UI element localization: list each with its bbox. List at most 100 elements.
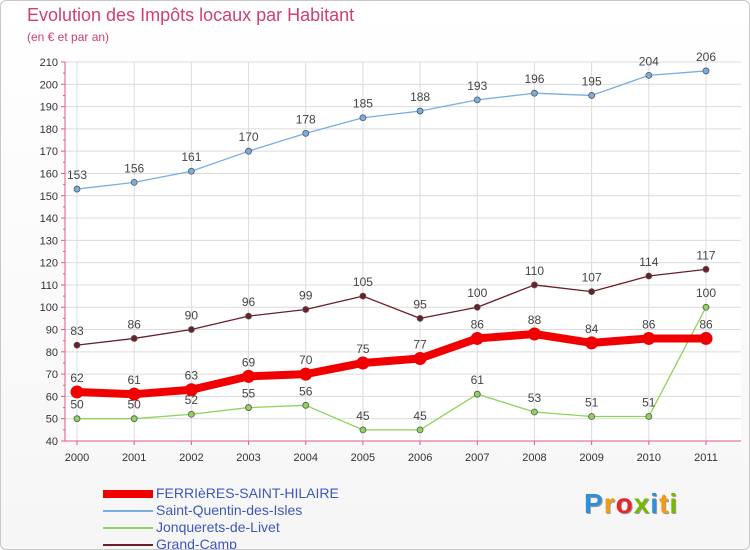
legend-label: FERRIèRES-SAINT-HILAIRE (156, 485, 339, 501)
data-point-ferrieres-saint-hilaire (527, 327, 541, 341)
data-point-ferrieres-saint-hilaire (184, 383, 198, 397)
data-point-saint-quentin-des-isles (302, 129, 310, 137)
x-tick-label: 2010 (637, 452, 661, 464)
data-label-saint-quentin-des-isles: 188 (410, 90, 430, 104)
x-tick-label: 2000 (65, 452, 89, 464)
data-label-jonquerets-de-livet: 50 (70, 398, 84, 412)
legend-label: Saint-Quentin-des-Isles (156, 502, 303, 518)
plot-area (65, 62, 741, 441)
brand-letter: x (633, 488, 651, 519)
x-tick-label: 2005 (351, 452, 375, 464)
data-point-grand-camp (531, 281, 538, 289)
data-label-saint-quentin-des-isles: 161 (181, 150, 201, 164)
data-point-ferrieres-saint-hilaire (699, 331, 713, 345)
data-label-ferrieres-saint-hilaire: 70 (299, 353, 313, 367)
legend-swatch (103, 527, 153, 529)
x-tick-label: 2008 (522, 452, 546, 464)
data-label-grand-camp: 110 (525, 264, 544, 278)
data-label-grand-camp: 117 (696, 248, 715, 262)
data-point-saint-quentin-des-isles (473, 96, 481, 104)
data-label-grand-camp: 95 (413, 297, 427, 311)
y-tick-label: 90 (46, 325, 58, 337)
data-point-grand-camp (187, 326, 195, 333)
data-point-saint-quentin-des-isles (588, 92, 596, 99)
legend-label: Jonquerets-de-Livet (156, 519, 280, 535)
y-tick-label: 150 (40, 191, 58, 203)
data-label-jonquerets-de-livet: 52 (185, 393, 199, 407)
y-tick-label: 200 (40, 79, 58, 91)
data-label-jonquerets-de-livet: 53 (528, 391, 542, 405)
legend-swatch (103, 544, 153, 546)
chart-title: Evolution des Impôts locaux par Habitant (27, 5, 355, 25)
brand-letter: r (603, 488, 616, 519)
series-line-ferrieres-saint-hilaire (73, 329, 710, 399)
data-point-jonquerets-de-livet (473, 390, 481, 398)
data-label-jonquerets-de-livet: 45 (356, 409, 370, 423)
data-label-jonquerets-de-livet: 56 (299, 384, 313, 398)
y-tick-label: 140 (40, 213, 58, 225)
data-label-ferrieres-saint-hilaire: 75 (356, 342, 370, 356)
data-point-ferrieres-saint-hilaire (585, 336, 599, 350)
y-tick-label: 160 (40, 168, 58, 180)
data-point-saint-quentin-des-isles (73, 185, 81, 193)
data-point-ferrieres-saint-hilaire (413, 352, 427, 366)
data-label-grand-camp: 99 (299, 288, 313, 302)
brand-letter: i (669, 488, 679, 519)
y-tick-label: 60 (46, 391, 58, 403)
data-label-saint-quentin-des-isles: 170 (239, 130, 259, 144)
data-label-saint-quentin-des-isles: 193 (467, 79, 487, 93)
data-point-jonquerets-de-livet (359, 426, 367, 434)
data-label-grand-camp: 86 (128, 317, 142, 331)
y-tick-label: 210 (40, 57, 58, 69)
data-point-saint-quentin-des-isles (416, 107, 424, 115)
data-label-jonquerets-de-livet: 51 (585, 395, 599, 409)
data-label-jonquerets-de-livet: 51 (642, 395, 656, 409)
x-tick-label: 2002 (179, 452, 203, 464)
y-tick-label: 170 (40, 146, 58, 158)
data-point-grand-camp (73, 341, 81, 349)
data-point-jonquerets-de-livet (702, 303, 710, 311)
data-point-ferrieres-saint-hilaire (242, 369, 256, 383)
x-tick-label: 2011 (694, 452, 718, 464)
data-label-grand-camp: 105 (353, 275, 373, 289)
legend-swatch (103, 510, 153, 512)
data-point-saint-quentin-des-isles (130, 178, 138, 186)
data-point-jonquerets-de-livet (588, 413, 596, 420)
data-point-saint-quentin-des-isles (359, 114, 367, 122)
data-point-grand-camp (302, 306, 310, 313)
data-point-jonquerets-de-livet (73, 415, 81, 423)
data-point-grand-camp (416, 314, 424, 322)
data-label-jonquerets-de-livet: 100 (696, 286, 716, 300)
data-point-grand-camp (702, 265, 710, 273)
brand-letter: i (650, 488, 660, 519)
brand-letter: t (659, 488, 670, 519)
x-tick-label: 2006 (408, 452, 432, 464)
data-label-jonquerets-de-livet: 55 (242, 387, 256, 401)
y-tick-label: 130 (40, 235, 58, 247)
x-tick-label: 2007 (465, 452, 489, 464)
data-label-ferrieres-saint-hilaire: 63 (185, 369, 199, 383)
data-point-ferrieres-saint-hilaire (70, 385, 84, 399)
data-label-saint-quentin-des-isles: 206 (696, 50, 716, 64)
y-tick-label: 180 (40, 124, 58, 136)
data-point-jonquerets-de-livet (645, 413, 653, 420)
data-point-grand-camp (473, 303, 481, 311)
data-label-grand-camp: 96 (242, 295, 256, 309)
data-point-ferrieres-saint-hilaire (470, 331, 484, 345)
data-point-ferrieres-saint-hilaire (356, 356, 370, 370)
y-tick-label: 50 (46, 414, 58, 426)
y-tick-label: 100 (40, 302, 58, 314)
x-tick-label: 2009 (579, 452, 603, 464)
proxiti-logo: Proxiti (584, 488, 678, 520)
data-label-saint-quentin-des-isles: 156 (124, 161, 144, 175)
data-label-saint-quentin-des-isles: 153 (67, 168, 87, 182)
data-point-saint-quentin-des-isles (187, 167, 195, 175)
y-tick-label: 40 (46, 436, 58, 448)
data-label-saint-quentin-des-isles: 196 (524, 72, 544, 86)
data-point-grand-camp (359, 292, 367, 300)
data-point-jonquerets-de-livet (245, 404, 252, 411)
data-label-saint-quentin-des-isles: 178 (296, 112, 316, 126)
y-tick-label: 190 (40, 102, 58, 114)
